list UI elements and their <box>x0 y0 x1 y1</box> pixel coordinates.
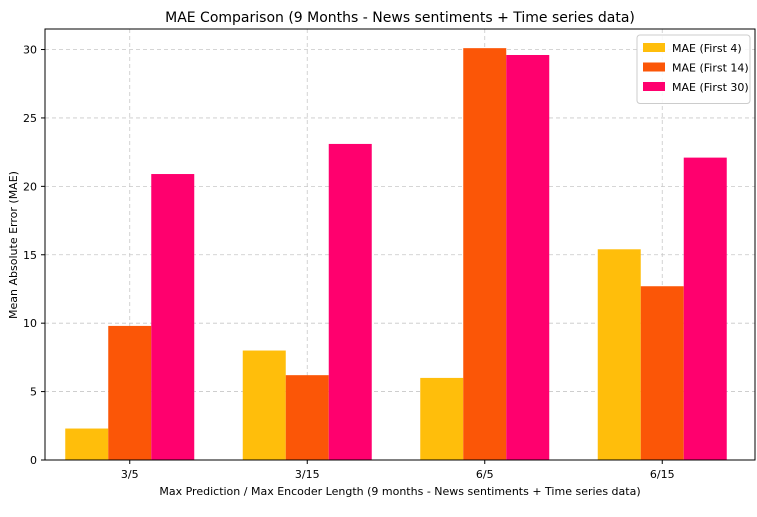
y-tick-label-4: 20 <box>23 180 37 193</box>
legend-label-0: MAE (First 4) <box>672 42 742 55</box>
legend-swatch-2 <box>643 82 665 91</box>
y-tick-label-1: 5 <box>30 386 37 399</box>
bars-group <box>65 48 727 461</box>
legend-label-2: MAE (First 30) <box>672 81 749 94</box>
legend-box <box>636 34 751 104</box>
bar-series-1-3-5 <box>108 325 152 460</box>
x-tick-label-2: 6/5 <box>476 468 494 481</box>
x-tick-label-0: 3/5 <box>121 468 139 481</box>
y-tick-label-3: 15 <box>23 249 37 262</box>
bar-series-0-6-5 <box>420 377 464 460</box>
y-tick-label-5: 25 <box>23 112 37 125</box>
legend-swatch-1 <box>643 62 665 72</box>
chart-title: MAE Comparison (9 Months - News sentimen… <box>165 10 635 26</box>
y-tick-label-6: 30 <box>23 44 37 57</box>
legend-label-1: MAE (First 14) <box>672 62 749 75</box>
y-axis-label: Mean Absolute Error (MAE) <box>7 171 20 319</box>
bar-series-1-3-15 <box>285 375 329 460</box>
bar-series-0-6-15 <box>597 249 641 460</box>
bar-series-0-3-5 <box>65 428 109 460</box>
bar-series-1-6-15 <box>640 286 684 460</box>
x-axis-label: Max Prediction / Max Encoder Length (9 m… <box>159 485 640 498</box>
x-tick-label-3: 6/15 <box>650 468 675 481</box>
legend-swatch-0 <box>643 43 665 52</box>
y-tick-label-0: 0 <box>30 454 37 467</box>
bar-series-1-6-5 <box>463 48 507 461</box>
bar-series-0-3-15 <box>242 350 286 460</box>
bar-series-2-6-5 <box>506 54 550 460</box>
bar-series-2-3-5 <box>151 174 195 461</box>
y-axis-ticks: 0 5 10 15 20 25 30 <box>23 44 45 467</box>
x-tick-label-1: 3/15 <box>295 468 320 481</box>
y-tick-label-2: 10 <box>23 317 37 330</box>
bar-series-2-3-15 <box>328 143 372 460</box>
plot-frame <box>44 28 756 461</box>
legend: MAE (First 4) MAE (First 14) MAE (First 30… <box>636 34 751 104</box>
x-axis-ticks: 3/5 3/15 6/5 6/15 <box>121 460 675 481</box>
bar-series-2-6-15 <box>683 157 727 460</box>
